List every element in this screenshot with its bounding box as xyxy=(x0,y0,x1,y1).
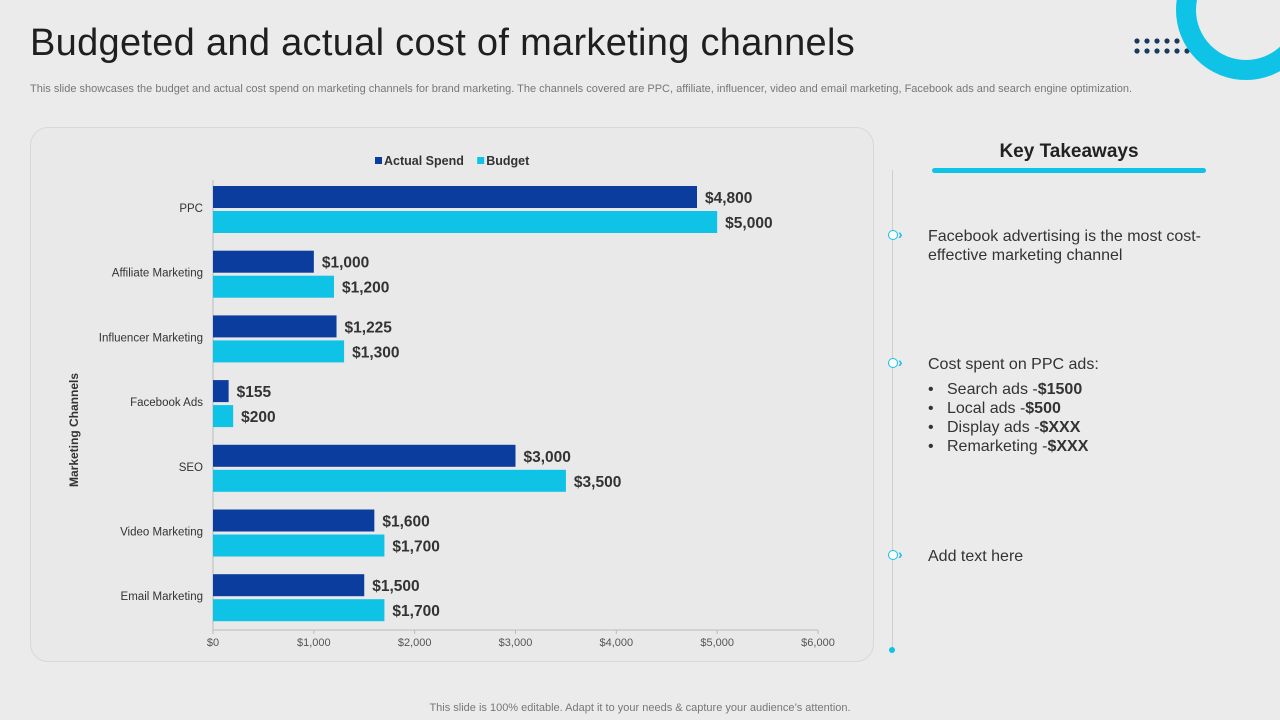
list-item: • Display ads - $XXX xyxy=(928,419,1081,436)
category-label: Video Marketing xyxy=(120,527,203,539)
breakdown-label: Local ads - xyxy=(947,400,1026,417)
data-label: $155 xyxy=(237,384,272,401)
bar xyxy=(213,315,337,338)
chart-panel: Actual Spend Budget Marketing Channels $0 $1… xyxy=(30,127,874,662)
category-label: PPC xyxy=(179,203,203,215)
bar xyxy=(213,380,229,403)
bar xyxy=(213,340,345,363)
bar xyxy=(213,574,365,597)
bar xyxy=(213,250,314,273)
data-label: $1,700 xyxy=(392,539,439,556)
list-item: • Remarketing - $XXX xyxy=(928,438,1089,455)
data-label: $200 xyxy=(241,409,275,426)
data-label: $1,000 xyxy=(322,255,369,272)
list-item: • Search ads - $1500 xyxy=(928,381,1083,398)
bar xyxy=(213,211,718,233)
data-label: $5,000 xyxy=(725,215,772,232)
data-label: $4,800 xyxy=(705,190,752,207)
ppc-breakdown-list: • Search ads - $1500 • Local ads - $500 • D… xyxy=(928,380,1088,456)
x-tick-label: $4,000 xyxy=(600,637,634,649)
x-tick-label: $6,000 xyxy=(801,637,835,649)
category-label: Email Marketing xyxy=(121,591,203,603)
x-tick-label: $0 xyxy=(207,637,219,649)
breakdown-value: $1500 xyxy=(1037,381,1083,398)
x-tick-label: $3,000 xyxy=(499,637,533,649)
bullet-chevron-icon: › xyxy=(888,546,912,562)
legend-swatch xyxy=(375,157,382,164)
breakdown-value: $500 xyxy=(1025,400,1061,417)
takeaways-underline xyxy=(932,168,1206,173)
data-label: $1,500 xyxy=(372,578,419,595)
takeaway-item-3: Add text here xyxy=(928,548,1024,565)
takeaways-title: Key Takeaways xyxy=(999,141,1139,162)
takeaway-item-2: Cost spent on PPC ads: xyxy=(928,356,1099,373)
breakdown-value: $XXX xyxy=(1039,419,1081,436)
decorative-ring xyxy=(1176,0,1280,80)
x-tick-label: $2,000 xyxy=(398,637,432,649)
data-label: $3,000 xyxy=(524,449,571,466)
bar xyxy=(213,534,385,557)
data-label: $1,225 xyxy=(345,319,393,336)
category-label: Affiliate Marketing xyxy=(112,268,203,280)
breakdown-label: Remarketing - xyxy=(947,438,1048,455)
data-label: $1,700 xyxy=(392,603,439,620)
bar xyxy=(213,509,375,532)
takeaway-item-1: Facebook advertising is the most cost-ef… xyxy=(928,228,1202,264)
bar xyxy=(213,444,516,467)
x-tick-label: $5,000 xyxy=(700,637,734,649)
data-label: $3,500 xyxy=(574,474,621,491)
data-label: $1,300 xyxy=(352,344,399,361)
bar xyxy=(213,275,334,298)
slide-title: Budgeted and actual cost of marketing ch… xyxy=(30,22,855,64)
breakdown-label: Display ads - xyxy=(947,419,1040,436)
legend-label: Actual Spend xyxy=(384,154,464,168)
data-label: $1,600 xyxy=(382,514,429,531)
y-axis-title: Marketing Channels xyxy=(67,373,81,487)
category-label: SEO xyxy=(179,462,203,474)
category-label: Facebook Ads xyxy=(130,397,203,409)
breakdown-value: $XXX xyxy=(1047,438,1089,455)
data-label: $1,200 xyxy=(342,280,389,297)
category-label: Influencer Marketing xyxy=(99,332,203,344)
breakdown-label: Search ads - xyxy=(947,381,1038,398)
legend-label: Budget xyxy=(486,154,530,168)
bullet-chevron-icon: › xyxy=(888,226,912,242)
bar xyxy=(213,599,385,622)
bar xyxy=(213,469,566,492)
timeline-end-dot xyxy=(889,647,895,653)
x-tick-label: $1,000 xyxy=(297,637,331,649)
bar xyxy=(213,186,697,208)
bar-chart: Actual Spend Budget Marketing Channels $0 $1… xyxy=(67,154,835,649)
legend-swatch xyxy=(477,157,485,164)
list-item: • Local ads - $500 xyxy=(928,400,1061,417)
slide-footer: This slide is 100% editable. Adapt it to… xyxy=(429,702,851,714)
bullet-chevron-icon: › xyxy=(888,354,912,370)
bar xyxy=(213,405,234,428)
slide-subtitle: This slide showcases the budget and actu… xyxy=(30,83,1133,95)
timeline-line xyxy=(892,170,893,650)
decorative-dots-icon xyxy=(1134,38,1190,54)
